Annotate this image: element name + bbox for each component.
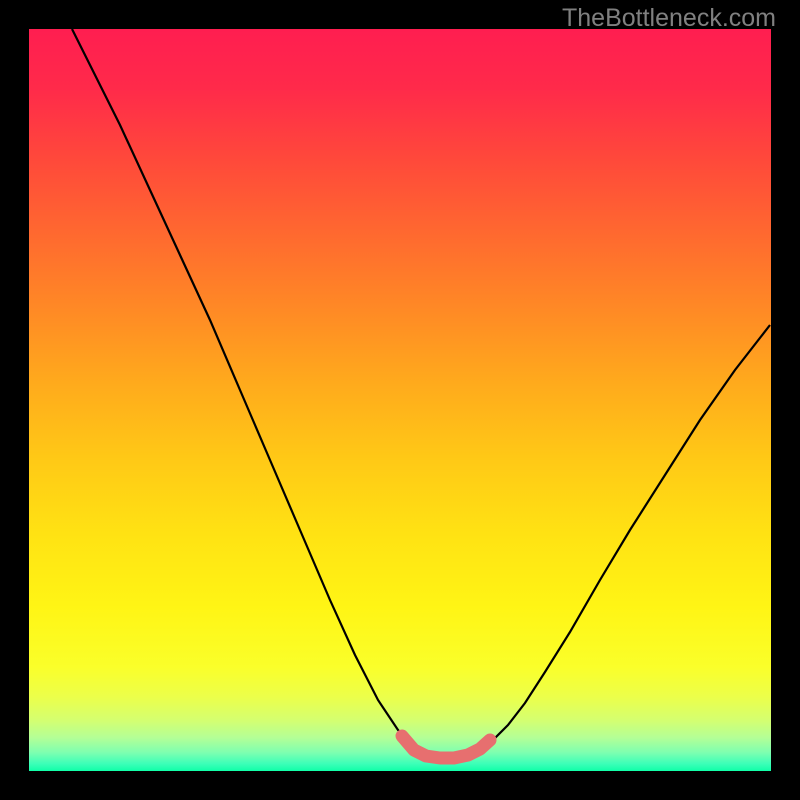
- watermark-text: TheBottleneck.com: [562, 4, 776, 33]
- plot-area-gradient: [29, 29, 771, 771]
- chart-container: TheBottleneck.com: [0, 0, 800, 800]
- bottleneck-curve-chart: [0, 0, 800, 800]
